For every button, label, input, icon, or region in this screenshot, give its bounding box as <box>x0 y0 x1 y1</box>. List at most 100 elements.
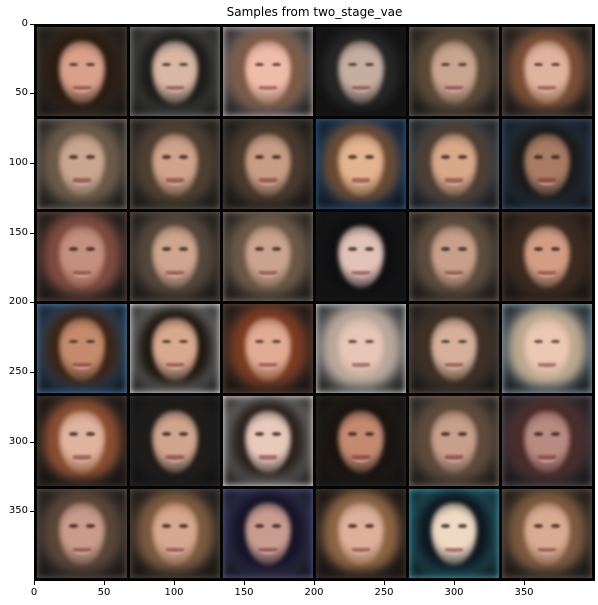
face-sample <box>409 396 499 486</box>
sample-grid <box>35 25 594 580</box>
face-sample-mouth <box>538 85 556 93</box>
face-sample-face <box>337 502 385 566</box>
x-tick-200 <box>314 581 315 585</box>
face-sample-mouth <box>73 85 91 93</box>
face-sample-right-eye <box>457 524 467 528</box>
face-sample-face <box>58 502 106 566</box>
face-sample-face <box>151 502 199 566</box>
face-sample-face <box>244 502 292 566</box>
image-axes <box>34 24 595 581</box>
face-sample-face <box>337 133 385 197</box>
face-sample-mouth <box>538 362 556 370</box>
face-sample-right-eye <box>178 432 188 436</box>
face-sample-left-eye <box>348 62 358 67</box>
face-sample-right-eye <box>364 432 374 436</box>
face-sample-face <box>430 410 478 474</box>
face-sample-right-eye <box>85 62 95 67</box>
y-tick-label: 200 <box>8 296 28 307</box>
face-sample-right-eye <box>457 432 467 436</box>
face-sample-left-eye <box>255 339 265 344</box>
face-sample <box>37 211 127 301</box>
face-sample-face <box>523 502 571 566</box>
face-sample-left-eye <box>348 155 358 159</box>
face-sample <box>130 27 220 117</box>
face-sample-left-eye <box>255 155 265 159</box>
face-sample-left-eye <box>69 524 79 528</box>
face-sample-mouth <box>259 547 277 555</box>
face-sample-mouth <box>445 178 463 185</box>
face-sample-left-eye <box>441 155 451 159</box>
face-sample-face <box>58 318 106 381</box>
face-sample-mouth <box>445 547 463 555</box>
face-sample-mouth <box>352 85 370 93</box>
face-sample-left-eye <box>255 62 265 67</box>
face-sample <box>223 27 313 117</box>
face-sample <box>223 396 313 486</box>
face-sample-left-eye <box>441 62 451 67</box>
x-tick-label: 150 <box>234 587 254 598</box>
face-sample-face <box>151 410 199 474</box>
face-sample-left-eye <box>348 339 358 344</box>
x-tick-label: 100 <box>164 587 184 598</box>
y-tick-label: 250 <box>8 366 28 377</box>
y-tick-label: 0 <box>21 18 28 29</box>
y-tick-label: 350 <box>8 505 28 516</box>
face-sample-face <box>244 318 292 381</box>
face-sample <box>502 488 592 578</box>
face-sample-left-eye <box>162 247 172 251</box>
face-sample-right-eye <box>457 339 467 344</box>
face-sample <box>409 304 499 394</box>
face-sample-left-eye <box>69 432 79 436</box>
x-tick-250 <box>384 581 385 585</box>
face-sample-left-eye <box>534 524 544 528</box>
face-sample-right-eye <box>364 247 374 251</box>
face-sample-left-eye <box>162 524 172 528</box>
face-sample-face <box>523 225 571 289</box>
x-tick-label: 200 <box>304 587 324 598</box>
x-tick-label: 50 <box>97 587 111 598</box>
y-tick-250 <box>30 372 34 373</box>
face-sample-mouth <box>352 362 370 370</box>
face-sample-mouth <box>73 547 91 555</box>
face-sample <box>223 304 313 394</box>
face-sample-face <box>337 318 385 381</box>
face-sample <box>130 304 220 394</box>
face-sample <box>409 211 499 301</box>
face-sample <box>130 211 220 301</box>
face-sample <box>37 27 127 117</box>
face-sample <box>502 304 592 394</box>
face-sample <box>409 119 499 209</box>
y-tick-300 <box>30 442 34 443</box>
face-sample-left-eye <box>534 247 544 251</box>
face-sample-right-eye <box>364 62 374 67</box>
face-sample-right-eye <box>271 339 281 344</box>
face-sample-mouth <box>352 270 370 278</box>
face-sample <box>130 396 220 486</box>
face-sample-right-eye <box>550 155 560 159</box>
face-sample-left-eye <box>255 432 265 436</box>
face-sample <box>502 27 592 117</box>
face-sample-face <box>430 502 478 566</box>
y-tick-200 <box>30 302 34 303</box>
face-sample-face <box>151 133 199 197</box>
x-tick-label: 350 <box>514 587 534 598</box>
face-sample-left-eye <box>162 155 172 159</box>
face-sample-left-eye <box>69 339 79 344</box>
face-sample <box>316 396 406 486</box>
face-sample-face <box>430 133 478 197</box>
face-sample-face <box>58 410 106 474</box>
face-sample-left-eye <box>441 247 451 251</box>
face-sample-left-eye <box>441 432 451 436</box>
face-sample-left-eye <box>348 247 358 251</box>
face-sample <box>223 488 313 578</box>
face-sample-right-eye <box>85 339 95 344</box>
face-sample-left-eye <box>534 339 544 344</box>
x-tick-150 <box>244 581 245 585</box>
face-sample-mouth <box>73 362 91 370</box>
face-sample <box>316 119 406 209</box>
face-sample-right-eye <box>550 62 560 67</box>
y-tick-100 <box>30 163 34 164</box>
face-sample <box>37 119 127 209</box>
face-sample-right-eye <box>550 339 560 344</box>
x-tick-label: 250 <box>374 587 394 598</box>
